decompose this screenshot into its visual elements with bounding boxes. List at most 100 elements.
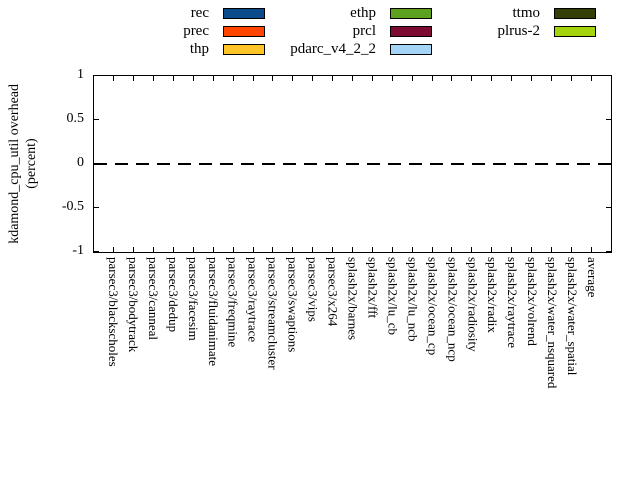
x-tick-label: average: [585, 257, 601, 298]
x-tick-mark: [511, 247, 513, 252]
x-tick-mark: [113, 76, 115, 81]
legend-swatch: [390, 25, 432, 37]
legend-swatch: [223, 25, 265, 37]
x-tick-mark: [272, 76, 274, 81]
y-tick-mark: [606, 163, 611, 164]
legend-label: plrus-2: [497, 23, 541, 39]
x-tick-mark: [530, 76, 532, 81]
y-tick-mark: [94, 75, 99, 76]
x-tick-mark: [471, 247, 473, 252]
y-tick-label: -1: [72, 243, 84, 258]
legend-item: rec: [85, 4, 265, 22]
x-tick-label: splash2x/volrend: [525, 257, 541, 346]
x-tick-label: parsec3/swaptions: [285, 257, 301, 353]
x-tick-mark: [550, 247, 552, 252]
x-tick-label: splash2x/raytrace: [505, 257, 521, 348]
x-tick-label: parsec3/freqmine: [225, 257, 241, 348]
y-axis-title-line2: (percent): [24, 138, 39, 190]
x-tick-mark: [332, 247, 334, 252]
x-tick-mark: [352, 247, 353, 252]
x-tick-label: splash2x/ocean_cp: [425, 257, 441, 356]
y-tick-mark: [606, 75, 611, 76]
y-axis-tick-labels: 1 0.5 0 -0.5 -1: [40, 67, 86, 258]
x-tick-mark: [590, 76, 592, 81]
x-tick-label: splash2x/barnes: [345, 257, 361, 341]
y-tick-label: 0: [77, 155, 84, 170]
legend-swatch: [223, 7, 265, 19]
x-tick-label: parsec3/bodytrack: [125, 257, 141, 353]
x-tick-label: splash2x/water_nsquared: [545, 257, 561, 389]
legend-item: prec: [85, 22, 265, 40]
legend-swatch: [390, 7, 432, 19]
x-tick-label: splash2x/lu_ncb: [405, 257, 421, 342]
x-tick-mark: [570, 247, 572, 252]
x-tick-mark: [312, 76, 314, 81]
x-tick-label: parsec3/dedup: [165, 257, 181, 333]
plot-area: [93, 75, 612, 253]
x-tick-mark: [570, 76, 572, 81]
x-tick-mark: [371, 247, 373, 252]
x-tick-mark: [431, 247, 433, 252]
x-tick-mark: [192, 247, 194, 252]
legend-label: prec: [183, 23, 209, 39]
y-tick-label: 1: [77, 67, 84, 82]
x-tick-mark: [113, 247, 115, 252]
x-tick-mark: [451, 76, 453, 81]
x-tick-mark: [292, 247, 294, 252]
legend-item: pdarc_v4_2_2: [232, 40, 432, 58]
x-tick-label: parsec3/blackscholes: [105, 257, 121, 367]
legend-label: ethp: [350, 5, 376, 21]
y-tick-label: -0.5: [61, 199, 84, 214]
x-tick-mark: [192, 76, 194, 81]
legend-label: thp: [189, 41, 209, 57]
y-tick-mark: [94, 119, 99, 120]
x-tick-label: parsec3/raytrace: [245, 257, 261, 343]
legend-label: ttmo: [512, 5, 540, 21]
x-tick-label: parsec3/canneal: [145, 257, 161, 341]
x-tick-mark: [133, 247, 135, 252]
x-tick-label: splash2x/fft: [365, 257, 381, 319]
x-tick-mark: [391, 76, 393, 81]
x-tick-label: parsec3/fluidanimate: [205, 257, 221, 367]
legend-label: pdarc_v4_2_2: [290, 41, 376, 57]
legend-item: thp: [85, 40, 265, 58]
x-tick-label: splash2x/radix: [485, 257, 501, 333]
x-tick-mark: [173, 247, 175, 252]
y-tick-label: 0.5: [66, 111, 85, 126]
x-tick-mark: [451, 247, 453, 252]
y-tick-mark: [606, 251, 611, 252]
legend-item: ttmo: [400, 4, 596, 22]
x-tick-mark: [153, 247, 155, 252]
legend-swatch: [223, 43, 265, 55]
x-tick-label: parsec3/vips: [305, 257, 321, 322]
x-tick-mark: [252, 247, 254, 252]
legend-swatch: [554, 25, 596, 37]
x-tick-mark: [491, 247, 493, 252]
legend-swatch: [390, 43, 432, 55]
x-tick-label: parsec3/facesim: [185, 257, 201, 341]
x-tick-mark: [411, 247, 413, 252]
x-tick-mark: [232, 76, 234, 81]
x-tick-mark: [252, 76, 254, 81]
x-tick-mark: [530, 247, 532, 252]
x-tick-mark: [391, 247, 393, 252]
y-tick-mark: [606, 207, 611, 208]
x-tick-mark: [232, 247, 234, 252]
zero-reference-line: [94, 163, 611, 165]
legend-column: rec prec thp: [85, 4, 265, 58]
y-tick-mark: [606, 119, 611, 120]
x-tick-mark: [212, 76, 214, 81]
x-tick-mark: [590, 247, 592, 252]
legend-column: ttmo plrus-2: [400, 4, 596, 40]
y-tick-mark: [94, 163, 99, 164]
legend-item: plrus-2: [400, 22, 596, 40]
x-tick-mark: [411, 76, 413, 81]
x-tick-mark: [153, 76, 155, 81]
x-tick-mark: [471, 76, 473, 81]
x-tick-mark: [212, 247, 214, 252]
x-tick-label: splash2x/radiosity: [465, 257, 481, 352]
legend-column: ethp prcl pdarc_v4_2_2: [232, 4, 432, 58]
x-tick-label: parsec3/streamcluster: [265, 257, 281, 370]
legend-swatch: [554, 7, 596, 19]
legend-item: prcl: [232, 22, 432, 40]
